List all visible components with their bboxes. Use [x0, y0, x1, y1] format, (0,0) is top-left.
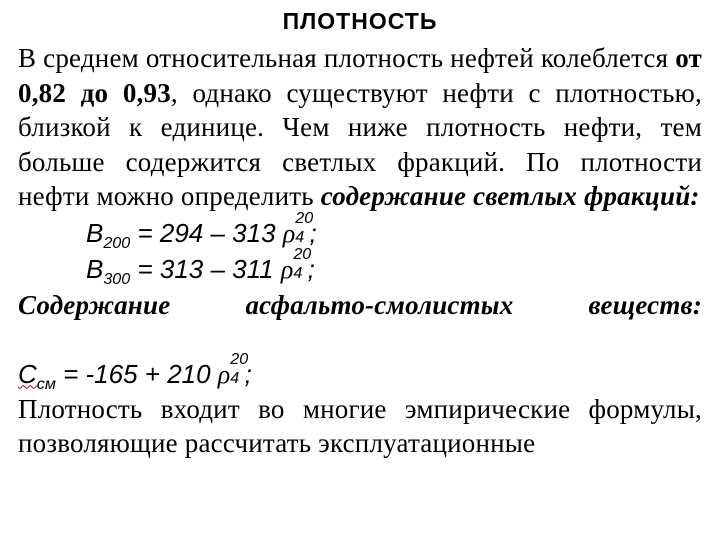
p1-text-a: В среднем относительная плотность нефтей…: [18, 43, 675, 73]
p1-bolditalic: содержание светлых фракций:: [321, 181, 700, 211]
csm-lhs-sub: см: [37, 376, 56, 394]
f2-sup: 20: [293, 244, 311, 265]
f1-eq: = 294 – 313: [130, 218, 283, 248]
paragraph-2: Содержание асфальто-смолистых веществ:: [18, 288, 702, 357]
paragraph-3: Плотность входит во многие эмпирические …: [18, 392, 702, 461]
p2-a: Содержание: [18, 290, 170, 320]
f2-lhs-sub: 300: [103, 270, 130, 288]
f1-lhs: В: [86, 218, 103, 248]
csm-sub: 4: [230, 368, 239, 389]
csm-eq: = -165 + 210: [56, 359, 218, 389]
csm-lhs-wavy: Ссм: [18, 359, 56, 389]
formula-csm: Ссм = -165 + 210 ρ420;: [18, 357, 702, 391]
f1-lhs-sub: 200: [103, 234, 130, 252]
f1-subsup: 420: [295, 216, 309, 242]
f2-eq: = 313 – 311: [130, 254, 281, 284]
p2-b: асфальто-смолистых: [245, 290, 513, 320]
formula-b300: В300 = 313 – 311 ρ420;: [86, 252, 702, 286]
formula-block: В200 = 294 – 313 ρ420; В300 = 313 – 311 …: [18, 216, 702, 287]
f1-sup: 20: [295, 208, 313, 229]
f2-sub: 4: [293, 263, 302, 284]
heading: ПЛОТНОСТЬ: [18, 8, 702, 35]
csm-subsup: 420: [230, 357, 244, 383]
f2-rho: ρ: [281, 255, 293, 284]
formula-b200: В200 = 294 – 313 ρ420;: [86, 216, 702, 250]
csm-lhs: С: [18, 359, 37, 389]
paragraph-1: В среднем относительная плотность нефтей…: [18, 41, 702, 214]
csm-rho: ρ: [218, 360, 230, 389]
csm-sup: 20: [230, 349, 248, 370]
f2-lhs: В: [86, 254, 103, 284]
f2-subsup: 420: [293, 252, 307, 278]
p2-c: веществ:: [589, 290, 702, 320]
